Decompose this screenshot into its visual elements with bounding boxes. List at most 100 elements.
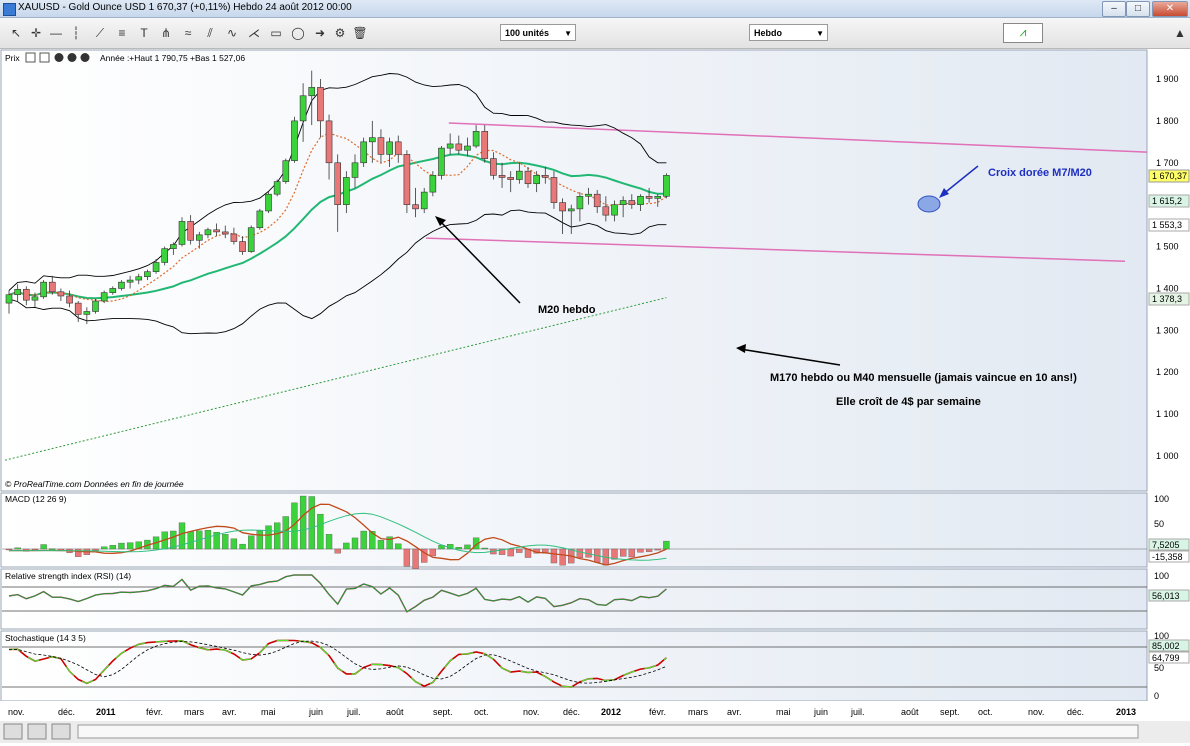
golden-cross-arrowhead [939, 188, 949, 198]
macd-histogram-bar [395, 543, 402, 550]
print-icon[interactable] [3, 723, 23, 740]
candle-body [663, 175, 670, 197]
signal-value: -15,358 [1152, 552, 1183, 562]
crosshair-icon[interactable]: ✛ [30, 26, 42, 40]
app-icon [3, 3, 16, 16]
channel-upper-line [448, 122, 1148, 153]
macd-histogram-bar [351, 537, 359, 550]
rsi-tick-100: 100 [1154, 571, 1169, 581]
bollinger-upper-line [8, 73, 667, 291]
macd-histogram-bar [611, 548, 618, 560]
candle-body [273, 181, 281, 195]
close-indicator-icon[interactable] [67, 53, 77, 62]
fibonacci-icon[interactable]: ≡ [118, 26, 126, 40]
candle-body [611, 204, 618, 216]
ma170-line [4, 297, 667, 461]
horizontal-line-icon[interactable]: — [50, 26, 62, 40]
rectangle-icon[interactable]: ▭ [270, 26, 282, 40]
channel-icon[interactable]: ⫽ [207, 26, 213, 40]
macd-histogram-bar [507, 548, 514, 557]
save-icon[interactable] [27, 723, 47, 740]
candle-body [308, 87, 316, 97]
maximize-button[interactable]: □ [1126, 1, 1150, 17]
wave-icon[interactable]: ∿ [226, 26, 238, 40]
candle-body [109, 288, 117, 293]
candle-body [585, 193, 592, 197]
x-tick-label: juil. [850, 707, 865, 717]
scroll-up-icon[interactable]: ▲ [1174, 26, 1186, 40]
golden-cross-arrow [941, 165, 979, 196]
macd-histogram-bar [654, 548, 661, 551]
last-price-label: 1 670,37 [1152, 171, 1187, 181]
text-icon[interactable]: T [140, 26, 148, 40]
candle-body [628, 200, 636, 205]
settings-icon[interactable]: ⚙ [334, 26, 346, 40]
macd-histogram-bar [550, 548, 558, 564]
macd-histogram-bar [386, 536, 393, 550]
close-button[interactable]: ✕ [1152, 1, 1188, 17]
candle-body [221, 231, 229, 235]
macd-histogram-bar [31, 548, 39, 551]
window-titlebar: XAUUSD - Gold Ounce USD 1 670,37 (+0,11%… [0, 0, 1190, 18]
macd-histogram-bar [75, 548, 82, 557]
macd-histogram-bar [178, 522, 186, 550]
scrollbar[interactable] [77, 724, 1139, 739]
candle-body [481, 131, 489, 159]
stoch-tick-100: 100 [1154, 631, 1169, 641]
zoom-icon[interactable] [51, 723, 71, 740]
price-panel [0, 49, 1148, 492]
candle-body [334, 162, 342, 205]
arrow-icon[interactable]: ➜ [314, 26, 326, 40]
candle-body [403, 154, 411, 205]
macd-histogram-bar [14, 547, 21, 550]
macd-value-tag [1148, 538, 1190, 551]
candle-body [637, 195, 644, 205]
candle-body [602, 206, 610, 216]
delete-icon[interactable]: 🗑 [352, 26, 368, 40]
zigzag-icon[interactable]: ≈ [184, 26, 192, 40]
ma170-label: 1 378,3 [1152, 294, 1182, 304]
wrench-icon[interactable] [25, 52, 36, 63]
indicators-icon[interactable]: ⩘ [1003, 23, 1043, 43]
macd-histogram-bar [317, 513, 324, 550]
macd-histogram-bar [239, 543, 246, 550]
macd-histogram-bar [299, 495, 307, 550]
fan-icon[interactable]: ⋌ [248, 26, 260, 40]
candle-body [420, 191, 428, 210]
candle-body [446, 143, 454, 149]
candle-body [533, 175, 540, 185]
rsi-value: 56,013 [1152, 591, 1180, 601]
ellipse-icon[interactable]: ◯ [291, 26, 305, 40]
close-panel-icon[interactable] [54, 53, 64, 62]
y-tick-label: 1 900 [1156, 74, 1179, 84]
units-select[interactable]: 100 unités ▼ [500, 24, 576, 41]
x-tick-label: juin [308, 707, 323, 717]
rsi-value-tag [1148, 589, 1190, 602]
candle-body [351, 162, 359, 178]
candle-body [464, 145, 471, 151]
macd-histogram-bar [109, 545, 116, 550]
window-icon[interactable] [39, 52, 50, 63]
candle-body [360, 141, 367, 164]
macd-histogram-bar [213, 531, 220, 550]
pitchfork-icon[interactable]: ⋔ [160, 26, 172, 40]
candle-body [14, 288, 21, 296]
period-select[interactable]: Hebdo ▼ [749, 24, 828, 41]
vertical-line-icon[interactable]: ┆ [72, 26, 80, 40]
bollinger-lower-line [8, 209, 667, 335]
candle-body [230, 233, 238, 242]
candle-body [291, 120, 298, 161]
trend-line-icon[interactable]: ⟋ [95, 26, 105, 40]
cursor-icon[interactable]: ↖ [10, 26, 22, 40]
candle-body [455, 143, 463, 151]
candle-body [317, 87, 324, 122]
signal-value-tag [1148, 550, 1190, 563]
minimize-button[interactable]: – [1102, 1, 1126, 17]
stoch-d-line [8, 640, 667, 684]
x-tick-label: sept. [940, 707, 960, 717]
candle-body [377, 137, 385, 155]
x-tick-label: mai [776, 707, 791, 717]
close-indicator-icon[interactable] [80, 53, 90, 62]
x-tick-label: 2012 [601, 707, 621, 717]
ma-short-label: 1 615,2 [1152, 196, 1182, 206]
